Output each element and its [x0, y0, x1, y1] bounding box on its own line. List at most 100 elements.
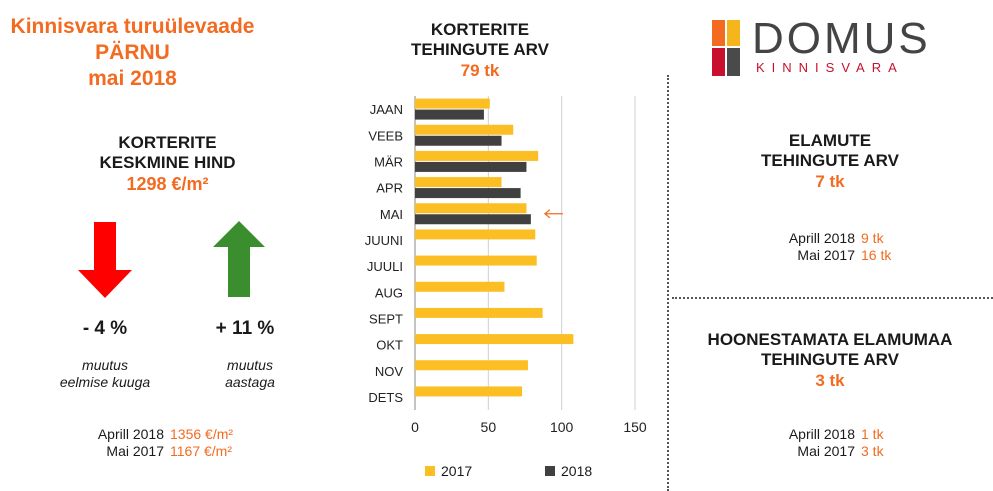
houses-compare-row: Mai 2017 16 tk — [757, 247, 891, 264]
arrow-up-shape — [213, 221, 265, 297]
monthly-change-label: muutus eelmise kuuga — [30, 357, 180, 391]
bar-2017 — [415, 281, 505, 292]
y-category-label: NOV — [375, 364, 404, 379]
y-category-label: VEEB — [368, 128, 403, 143]
bar-2017 — [415, 150, 539, 161]
y-category-label: DETS — [368, 390, 403, 405]
land-compare-label: Mai 2017 — [797, 443, 855, 459]
y-category-label: APR — [376, 181, 403, 196]
price-compare-value: 1167 €/m² — [170, 443, 232, 459]
bar-2017 — [415, 124, 514, 135]
price-compare-value: 1356 €/m² — [170, 426, 234, 442]
houses-compare: Aprill 2018 9 tk Mai 2017 16 tk — [757, 230, 892, 264]
price-compare: Aprill 2018 1356 €/m² Mai 2017 1167 €/m² — [60, 426, 233, 460]
bar-2017 — [415, 307, 543, 318]
houses-value: 7 tk — [815, 172, 845, 191]
monthly-change: - 4 % — [82, 318, 128, 339]
x-tick-label: 0 — [411, 419, 419, 435]
land-block: HOONESTAMATA ELAMUMAA TEHINGUTE ARV 3 tk — [680, 330, 980, 392]
y-category-label: OKT — [376, 338, 403, 353]
land-compare-label: Aprill 2018 — [788, 426, 855, 442]
logo-square-red — [712, 48, 725, 76]
logo-square-orange — [712, 20, 725, 46]
bar-2017 — [415, 229, 536, 240]
bar-2017 — [415, 360, 528, 371]
vertical-divider — [667, 75, 669, 491]
bar-2017 — [415, 98, 490, 109]
y-category-label: JUULI — [367, 259, 403, 274]
yearly-change-label-line1: muutus — [227, 357, 273, 373]
y-category-label: MÄR — [374, 154, 403, 169]
apartments-value: 79 tk — [460, 61, 500, 80]
bar-2018 — [415, 135, 502, 146]
arrow-down-icon — [78, 222, 132, 298]
y-category-label: MAI — [380, 207, 403, 222]
report-title: Kinnisvara turuülevaade PÄRNU mai 2018 — [0, 14, 265, 92]
apartments-bar-chart: 0 50 100 150 JAAN VEEB MÄR APR MAI JUUNI JUULI AUG S… — [365, 96, 647, 435]
bar-2017 — [415, 203, 527, 214]
houses-title-line2: TEHINGUTE ARV — [761, 151, 899, 170]
price-compare-label: Aprill 2018 — [97, 426, 164, 442]
legend-item-2017: 2017 — [425, 463, 472, 479]
logo-square-yellow — [727, 20, 740, 46]
arrow-down-shape — [78, 222, 132, 298]
bar-2017 — [415, 334, 574, 345]
houses-compare-value: 9 tk — [861, 230, 884, 246]
houses-compare-value: 16 tk — [861, 247, 892, 263]
price-block: KORTERITE KESKMINE HIND 1298 €/m² — [0, 133, 335, 195]
x-tick-label: 50 — [481, 419, 497, 435]
domus-logo-text: DOMUS — [752, 14, 931, 63]
bar-2017 — [415, 177, 502, 188]
y-category-label: SEPT — [369, 311, 403, 326]
y-category-label: JUUNI — [365, 233, 403, 248]
price-title-line2: KESKMINE HIND — [99, 153, 236, 172]
price-compare-row: Mai 2017 1167 €/m² — [60, 443, 233, 460]
bar-2018 — [415, 214, 531, 225]
legend-item-2018: 2018 — [545, 463, 592, 479]
houses-compare-label: Aprill 2018 — [788, 230, 855, 246]
bar-2018 — [415, 109, 484, 120]
price-title-line1: KORTERITE — [118, 133, 217, 152]
apartments-title-line2: TEHINGUTE ARV — [411, 40, 549, 59]
bar-2018 — [415, 188, 521, 199]
yearly-change: + 11 % — [215, 318, 275, 339]
report-title-line1: Kinnisvara turuülevaade — [10, 15, 255, 38]
land-compare-row: Mai 2017 3 tk — [757, 443, 884, 460]
legend-label-2018: 2018 — [561, 463, 593, 479]
price-compare-label: Mai 2017 — [106, 443, 164, 459]
land-compare-value: 1 tk — [861, 426, 884, 442]
legend-label-2017: 2017 — [441, 463, 473, 479]
land-compare-row: Aprill 2018 1 tk — [757, 426, 884, 443]
x-tick-label: 100 — [550, 419, 574, 435]
bar-2018 — [415, 161, 527, 172]
houses-block: ELAMUTE TEHINGUTE ARV 7 tk — [700, 131, 960, 193]
land-compare-value: 3 tk — [861, 443, 884, 459]
report-title-city: PÄRNU — [95, 41, 170, 64]
x-tick-label: 150 — [623, 419, 647, 435]
highlight-arrow-head — [543, 209, 551, 219]
domus-logo-mark-icon — [712, 20, 740, 76]
houses-compare-row: Aprill 2018 9 tk — [757, 230, 891, 247]
y-category-label: JAAN — [370, 102, 403, 117]
houses-title-line1: ELAMUTE — [788, 131, 872, 150]
yearly-change-label-line2: aastaga — [225, 374, 275, 390]
apartments-title-line1: KORTERITE — [430, 20, 530, 39]
land-title-line2: TEHINGUTE ARV — [761, 350, 899, 369]
monthly-change-label-line1: muutus — [82, 357, 128, 373]
price-compare-row: Aprill 2018 1356 €/m² — [60, 426, 233, 443]
yearly-change-label: muutus aastaga — [175, 357, 325, 391]
monthly-change-label-line2: eelmise kuuga — [59, 374, 151, 390]
logo-square-grey — [727, 48, 740, 76]
arrow-up-icon — [213, 221, 265, 297]
land-title-line1: HOONESTAMATA ELAMUMAA — [707, 330, 953, 349]
bar-2017 — [415, 255, 537, 266]
report-title-period: mai 2018 — [88, 67, 177, 90]
legend-swatch-2018 — [545, 466, 555, 476]
apartments-block: KORTERITE TEHINGUTE ARV 79 tk — [380, 20, 580, 82]
price-value: 1298 €/m² — [126, 174, 209, 194]
horizontal-divider — [672, 297, 993, 299]
bar-2017 — [415, 386, 523, 397]
houses-compare-label: Mai 2017 — [797, 247, 855, 263]
land-compare: Aprill 2018 1 tk Mai 2017 3 tk — [757, 426, 884, 460]
legend-swatch-2017 — [425, 466, 435, 476]
